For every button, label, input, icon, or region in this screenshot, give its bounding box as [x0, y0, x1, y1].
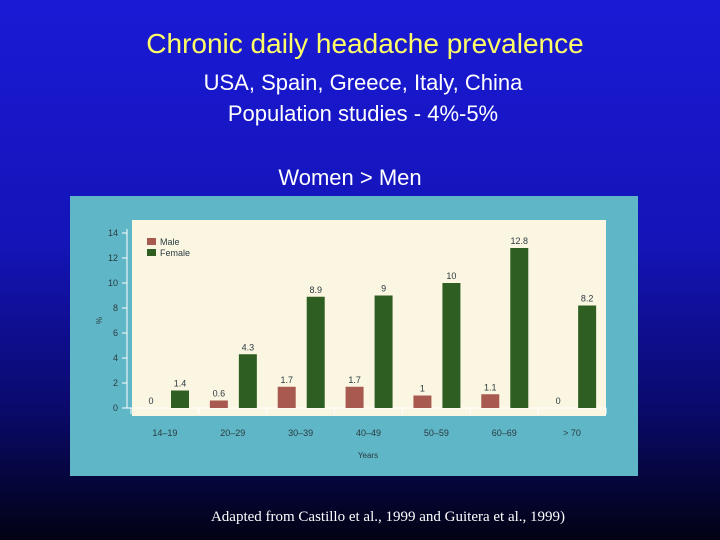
- female-bar: [238, 354, 257, 408]
- male-bar: [413, 395, 432, 408]
- x-tick-label: 20–29: [220, 428, 245, 438]
- bar-chart: 02468101214%14–1901.420–290.64.330–391.7…: [95, 220, 607, 460]
- y-tick-label: 6: [113, 328, 118, 338]
- female-data-label: 10: [446, 271, 456, 281]
- y-tick-label: 0: [113, 403, 118, 413]
- female-bar: [510, 248, 529, 408]
- y-tick-label: 14: [108, 228, 118, 238]
- male-bar: [209, 400, 228, 408]
- y-tick-label: 2: [113, 378, 118, 388]
- x-tick-label: > 70: [563, 428, 581, 438]
- female-bar: [374, 295, 393, 408]
- female-data-label: 9: [381, 284, 386, 294]
- x-tick-label: 30–39: [288, 428, 313, 438]
- male-bar: [277, 386, 296, 408]
- male-data-label: 0.6: [213, 389, 226, 399]
- slide-note: Women > Men: [278, 165, 422, 190]
- female-data-label: 8.9: [309, 285, 322, 295]
- female-bar: [442, 283, 461, 408]
- y-tick-label: 8: [113, 303, 118, 313]
- source-citation: Adapted from Castillo et al., 1999 and G…: [210, 509, 566, 525]
- female-bar: [578, 305, 597, 408]
- x-tick-label: 14–19: [152, 428, 177, 438]
- male-bar: [345, 386, 364, 408]
- female-data-label: 12.8: [511, 236, 529, 246]
- legend-swatch-male: [147, 238, 156, 245]
- male-bar: [481, 394, 500, 408]
- male-data-label: 0: [556, 396, 561, 406]
- legend-label-male: Male: [160, 237, 180, 247]
- slide-subtitle-prevalence: Population studies - 4%-5%: [227, 101, 499, 126]
- female-bar: [171, 390, 189, 408]
- legend-label-female: Female: [160, 248, 190, 258]
- male-data-label: 1.7: [280, 375, 293, 385]
- female-data-label: 1.4: [174, 379, 187, 389]
- x-tick-label: 40–49: [356, 428, 381, 438]
- male-data-label: 0: [148, 396, 153, 406]
- male-data-label: 1.7: [348, 375, 361, 385]
- y-tick-label: 4: [113, 353, 118, 363]
- y-tick-label: 10: [108, 278, 118, 288]
- female-bar: [306, 296, 325, 408]
- slide-title: Chronic daily headache prevalence: [146, 28, 584, 59]
- slide-subtitle-countries: USA, Spain, Greece, Italy, China: [203, 70, 523, 95]
- male-data-label: 1.1: [484, 382, 497, 392]
- y-axis-title: %: [95, 317, 104, 324]
- female-data-label: 8.2: [581, 294, 594, 304]
- male-data-label: 1: [420, 384, 425, 394]
- x-tick-label: 50–59: [424, 428, 449, 438]
- female-data-label: 4.3: [242, 342, 255, 352]
- plot-area: [132, 220, 606, 416]
- x-axis-title: Years: [358, 451, 378, 460]
- legend-swatch-female: [147, 249, 156, 256]
- y-tick-label: 12: [108, 253, 118, 263]
- chart-panel: 0 2 4 6 8 10 12 14% 14–19 0 1.4 20–29 0.6 4.3 30–39 1.7…: [70, 196, 638, 476]
- x-tick-label: 60–69: [492, 428, 517, 438]
